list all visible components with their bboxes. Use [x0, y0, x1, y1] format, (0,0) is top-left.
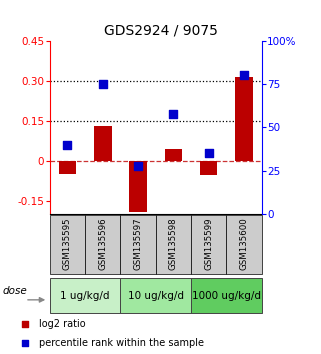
Bar [85, 215, 120, 274]
Bar [120, 278, 191, 313]
Text: GSM135598: GSM135598 [169, 217, 178, 270]
Bar [191, 215, 226, 274]
Text: GSM135596: GSM135596 [98, 217, 107, 270]
Point [22, 340, 27, 346]
Text: GSM135600: GSM135600 [239, 217, 248, 270]
Point [100, 81, 105, 87]
Bar [94, 126, 112, 161]
Bar [50, 278, 120, 313]
Text: GSM135597: GSM135597 [134, 217, 143, 270]
Bar [129, 161, 147, 211]
Point [206, 150, 211, 156]
Text: 1 ug/kg/d: 1 ug/kg/d [60, 291, 110, 301]
Point [22, 321, 27, 327]
Bar [164, 149, 182, 161]
Bar [235, 77, 253, 161]
Bar [58, 161, 76, 174]
Bar [200, 161, 218, 176]
Bar [226, 215, 262, 274]
Text: 1000 ug/kg/d: 1000 ug/kg/d [192, 291, 261, 301]
Bar [50, 215, 85, 274]
Point [135, 163, 141, 169]
Point [171, 111, 176, 116]
Point [241, 73, 247, 78]
Text: percentile rank within the sample: percentile rank within the sample [39, 338, 204, 348]
Text: dose: dose [3, 286, 27, 296]
Text: GDS2924 / 9075: GDS2924 / 9075 [104, 23, 217, 37]
Text: log2 ratio: log2 ratio [39, 319, 86, 329]
Text: GSM135595: GSM135595 [63, 217, 72, 270]
Text: GSM135599: GSM135599 [204, 217, 213, 270]
Text: 10 ug/kg/d: 10 ug/kg/d [128, 291, 184, 301]
Point [65, 142, 70, 148]
Bar [156, 215, 191, 274]
Bar [191, 278, 262, 313]
Bar [120, 215, 156, 274]
